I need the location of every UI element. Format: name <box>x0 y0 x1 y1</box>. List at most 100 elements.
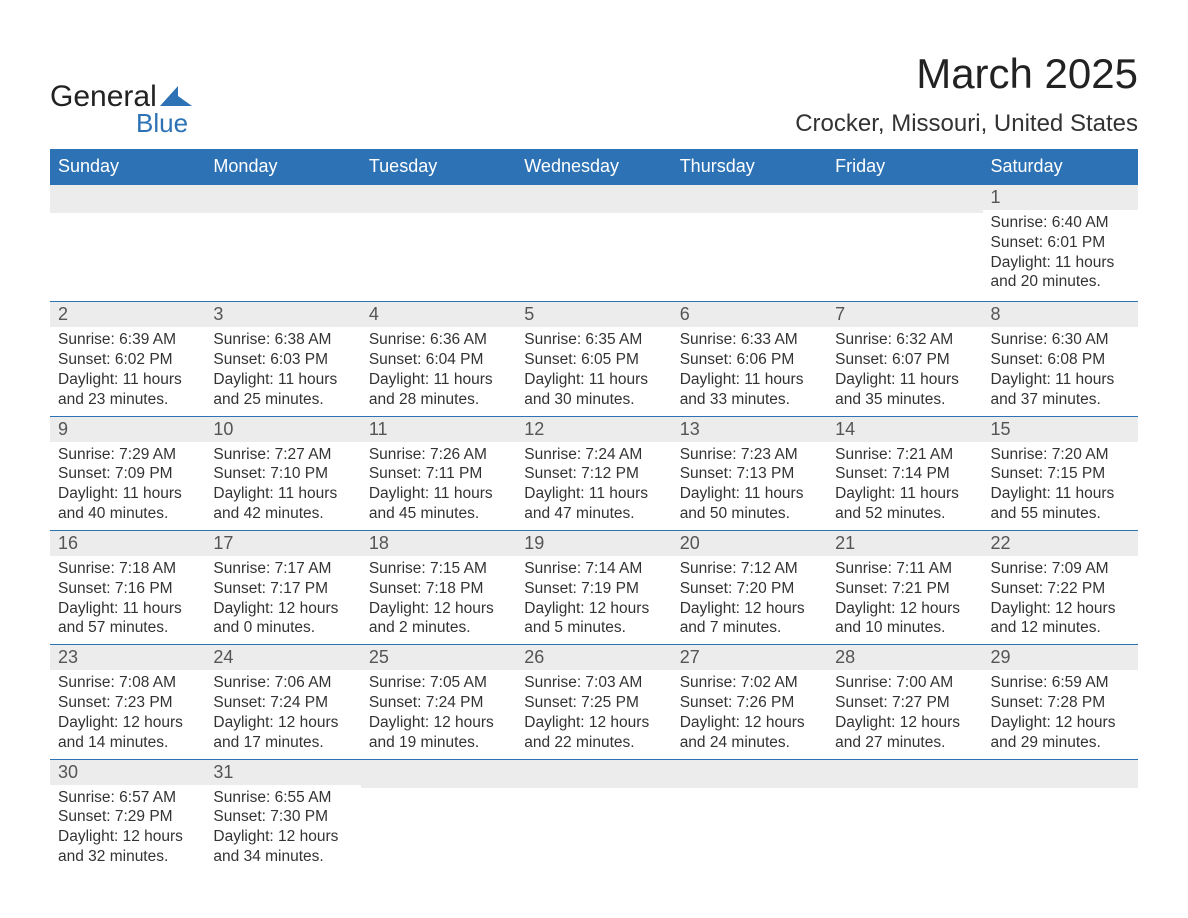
calendar-week: 1Sunrise: 6:40 AMSunset: 6:01 PMDaylight… <box>50 184 1138 301</box>
dow-sunday: Sunday <box>50 149 205 184</box>
calendar-day: 21Sunrise: 7:11 AMSunset: 7:21 PMDayligh… <box>827 530 982 644</box>
dow-tuesday: Tuesday <box>361 149 516 184</box>
calendar-day: 27Sunrise: 7:02 AMSunset: 7:26 PMDayligh… <box>672 644 827 758</box>
calendar-day <box>827 759 982 873</box>
calendar-day: 8Sunrise: 6:30 AMSunset: 6:08 PMDaylight… <box>983 301 1138 415</box>
daylight-text: Daylight: 11 hours and 42 minutes. <box>213 484 352 524</box>
calendar-day: 13Sunrise: 7:23 AMSunset: 7:13 PMDayligh… <box>672 416 827 530</box>
sunset-text: Sunset: 6:08 PM <box>991 350 1130 370</box>
day-number <box>983 759 1138 788</box>
day-details-empty <box>361 213 516 297</box>
sunrise-text: Sunrise: 6:30 AM <box>991 330 1130 350</box>
day-number <box>516 184 671 213</box>
calendar-day: 4Sunrise: 6:36 AMSunset: 6:04 PMDaylight… <box>361 301 516 415</box>
day-number: 15 <box>983 416 1138 442</box>
calendar-day <box>205 184 360 301</box>
day-number: 4 <box>361 301 516 327</box>
sunset-text: Sunset: 7:20 PM <box>680 579 819 599</box>
sunrise-text: Sunrise: 6:33 AM <box>680 330 819 350</box>
day-details: Sunrise: 6:57 AMSunset: 7:29 PMDaylight:… <box>50 785 205 869</box>
calendar-week: 2Sunrise: 6:39 AMSunset: 6:02 PMDaylight… <box>50 301 1138 415</box>
calendar-day <box>361 184 516 301</box>
daylight-text: Daylight: 11 hours and 28 minutes. <box>369 370 508 410</box>
daylight-text: Daylight: 12 hours and 22 minutes. <box>524 713 663 753</box>
day-number: 19 <box>516 530 671 556</box>
sunset-text: Sunset: 7:26 PM <box>680 693 819 713</box>
day-number: 7 <box>827 301 982 327</box>
day-details: Sunrise: 6:35 AMSunset: 6:05 PMDaylight:… <box>516 327 671 411</box>
sunset-text: Sunset: 7:21 PM <box>835 579 974 599</box>
daylight-text: Daylight: 11 hours and 20 minutes. <box>991 253 1130 293</box>
day-number: 18 <box>361 530 516 556</box>
sunset-text: Sunset: 7:23 PM <box>58 693 197 713</box>
day-number: 11 <box>361 416 516 442</box>
calendar-day: 3Sunrise: 6:38 AMSunset: 6:03 PMDaylight… <box>205 301 360 415</box>
day-details-empty <box>672 213 827 297</box>
sunrise-text: Sunrise: 7:26 AM <box>369 445 508 465</box>
day-details: Sunrise: 7:06 AMSunset: 7:24 PMDaylight:… <box>205 670 360 754</box>
day-details: Sunrise: 7:29 AMSunset: 7:09 PMDaylight:… <box>50 442 205 526</box>
calendar-day <box>672 184 827 301</box>
sunrise-text: Sunrise: 7:02 AM <box>680 673 819 693</box>
calendar-day <box>361 759 516 873</box>
day-details: Sunrise: 6:40 AMSunset: 6:01 PMDaylight:… <box>983 210 1138 294</box>
brand-word2: Blue <box>136 108 192 139</box>
calendar-day: 19Sunrise: 7:14 AMSunset: 7:19 PMDayligh… <box>516 530 671 644</box>
sunset-text: Sunset: 6:01 PM <box>991 233 1130 253</box>
calendar-day: 15Sunrise: 7:20 AMSunset: 7:15 PMDayligh… <box>983 416 1138 530</box>
sunrise-text: Sunrise: 7:06 AM <box>213 673 352 693</box>
day-details: Sunrise: 6:32 AMSunset: 6:07 PMDaylight:… <box>827 327 982 411</box>
sunrise-text: Sunrise: 6:39 AM <box>58 330 197 350</box>
dow-wednesday: Wednesday <box>516 149 671 184</box>
daylight-text: Daylight: 12 hours and 2 minutes. <box>369 599 508 639</box>
sunrise-text: Sunrise: 6:32 AM <box>835 330 974 350</box>
day-number: 6 <box>672 301 827 327</box>
day-details: Sunrise: 7:09 AMSunset: 7:22 PMDaylight:… <box>983 556 1138 640</box>
day-number: 24 <box>205 644 360 670</box>
sunset-text: Sunset: 7:29 PM <box>58 807 197 827</box>
daylight-text: Daylight: 11 hours and 47 minutes. <box>524 484 663 524</box>
dow-monday: Monday <box>205 149 360 184</box>
sunrise-text: Sunrise: 7:11 AM <box>835 559 974 579</box>
brand-logo: General Blue <box>50 50 192 139</box>
sunset-text: Sunset: 7:19 PM <box>524 579 663 599</box>
day-details: Sunrise: 7:27 AMSunset: 7:10 PMDaylight:… <box>205 442 360 526</box>
dow-saturday: Saturday <box>983 149 1138 184</box>
day-number <box>205 184 360 213</box>
sunset-text: Sunset: 7:10 PM <box>213 464 352 484</box>
sunrise-text: Sunrise: 7:15 AM <box>369 559 508 579</box>
calendar-day: 5Sunrise: 6:35 AMSunset: 6:05 PMDaylight… <box>516 301 671 415</box>
calendar-day: 11Sunrise: 7:26 AMSunset: 7:11 PMDayligh… <box>361 416 516 530</box>
sunset-text: Sunset: 7:15 PM <box>991 464 1130 484</box>
calendar-day: 6Sunrise: 6:33 AMSunset: 6:06 PMDaylight… <box>672 301 827 415</box>
calendar-day <box>50 184 205 301</box>
day-details: Sunrise: 7:12 AMSunset: 7:20 PMDaylight:… <box>672 556 827 640</box>
sunrise-text: Sunrise: 6:55 AM <box>213 788 352 808</box>
sunset-text: Sunset: 7:17 PM <box>213 579 352 599</box>
day-details: Sunrise: 7:08 AMSunset: 7:23 PMDaylight:… <box>50 670 205 754</box>
day-number: 8 <box>983 301 1138 327</box>
calendar-week: 30Sunrise: 6:57 AMSunset: 7:29 PMDayligh… <box>50 759 1138 873</box>
calendar-day: 2Sunrise: 6:39 AMSunset: 6:02 PMDaylight… <box>50 301 205 415</box>
daylight-text: Daylight: 11 hours and 45 minutes. <box>369 484 508 524</box>
calendar-day: 31Sunrise: 6:55 AMSunset: 7:30 PMDayligh… <box>205 759 360 873</box>
calendar-day: 14Sunrise: 7:21 AMSunset: 7:14 PMDayligh… <box>827 416 982 530</box>
day-details: Sunrise: 6:30 AMSunset: 6:08 PMDaylight:… <box>983 327 1138 411</box>
day-number: 30 <box>50 759 205 785</box>
sunrise-text: Sunrise: 7:24 AM <box>524 445 663 465</box>
day-details: Sunrise: 7:17 AMSunset: 7:17 PMDaylight:… <box>205 556 360 640</box>
sunrise-text: Sunrise: 7:18 AM <box>58 559 197 579</box>
daylight-text: Daylight: 11 hours and 23 minutes. <box>58 370 197 410</box>
day-details: Sunrise: 7:11 AMSunset: 7:21 PMDaylight:… <box>827 556 982 640</box>
sunset-text: Sunset: 6:02 PM <box>58 350 197 370</box>
daylight-text: Daylight: 12 hours and 12 minutes. <box>991 599 1130 639</box>
sunrise-text: Sunrise: 6:38 AM <box>213 330 352 350</box>
month-title: March 2025 <box>795 50 1138 98</box>
dow-friday: Friday <box>827 149 982 184</box>
day-number: 13 <box>672 416 827 442</box>
day-number: 28 <box>827 644 982 670</box>
daylight-text: Daylight: 12 hours and 17 minutes. <box>213 713 352 753</box>
day-of-week-header: Sunday Monday Tuesday Wednesday Thursday… <box>50 149 1138 184</box>
day-details: Sunrise: 7:26 AMSunset: 7:11 PMDaylight:… <box>361 442 516 526</box>
calendar-grid: Sunday Monday Tuesday Wednesday Thursday… <box>50 149 1138 873</box>
